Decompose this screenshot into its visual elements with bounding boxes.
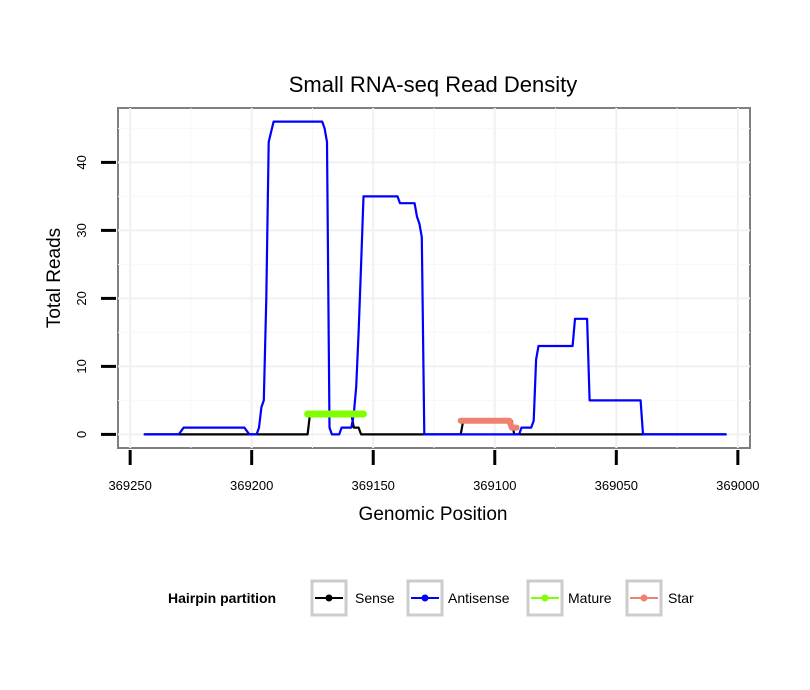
grid-lines (118, 108, 750, 448)
y-tick-label: 20 (74, 291, 89, 305)
x-axis-title: Genomic Position (359, 504, 508, 525)
legend-label-mature: Mature (568, 590, 612, 606)
series-line-star (457, 417, 520, 431)
y-tick-label: 0 (74, 431, 89, 438)
chart-title: Small RNA-seq Read Density (289, 72, 578, 97)
y-tick-label: 10 (74, 359, 89, 373)
x-tick-label: 369250 (108, 478, 151, 493)
x-tick-label: 369050 (595, 478, 638, 493)
legend-key-dot (541, 594, 549, 602)
y-axis-title: Total Reads (44, 228, 65, 328)
x-tick-label: 369200 (230, 478, 273, 493)
series-group (143, 120, 727, 436)
x-tick-label: 369100 (473, 478, 516, 493)
legend: Hairpin partition Sense Antisense Mature St… (168, 579, 694, 617)
series-line-antisense (143, 120, 727, 436)
legend-label-sense: Sense (355, 590, 395, 606)
legend-key-dot (325, 594, 333, 602)
legend-label-star: Star (668, 590, 694, 606)
legend-key-dot (640, 594, 648, 602)
y-tick-label: 30 (74, 223, 89, 237)
legend-key-dot (421, 594, 429, 602)
legend-title: Hairpin partition (168, 590, 276, 606)
x-tick-label: 369150 (352, 478, 395, 493)
x-tick-label: 369000 (716, 478, 759, 493)
legend-label-antisense: Antisense (448, 590, 510, 606)
axes-group: 369250 369200 369150 369100 369050 369000 0 10 2… (74, 155, 760, 493)
y-tick-label: 40 (74, 155, 89, 169)
